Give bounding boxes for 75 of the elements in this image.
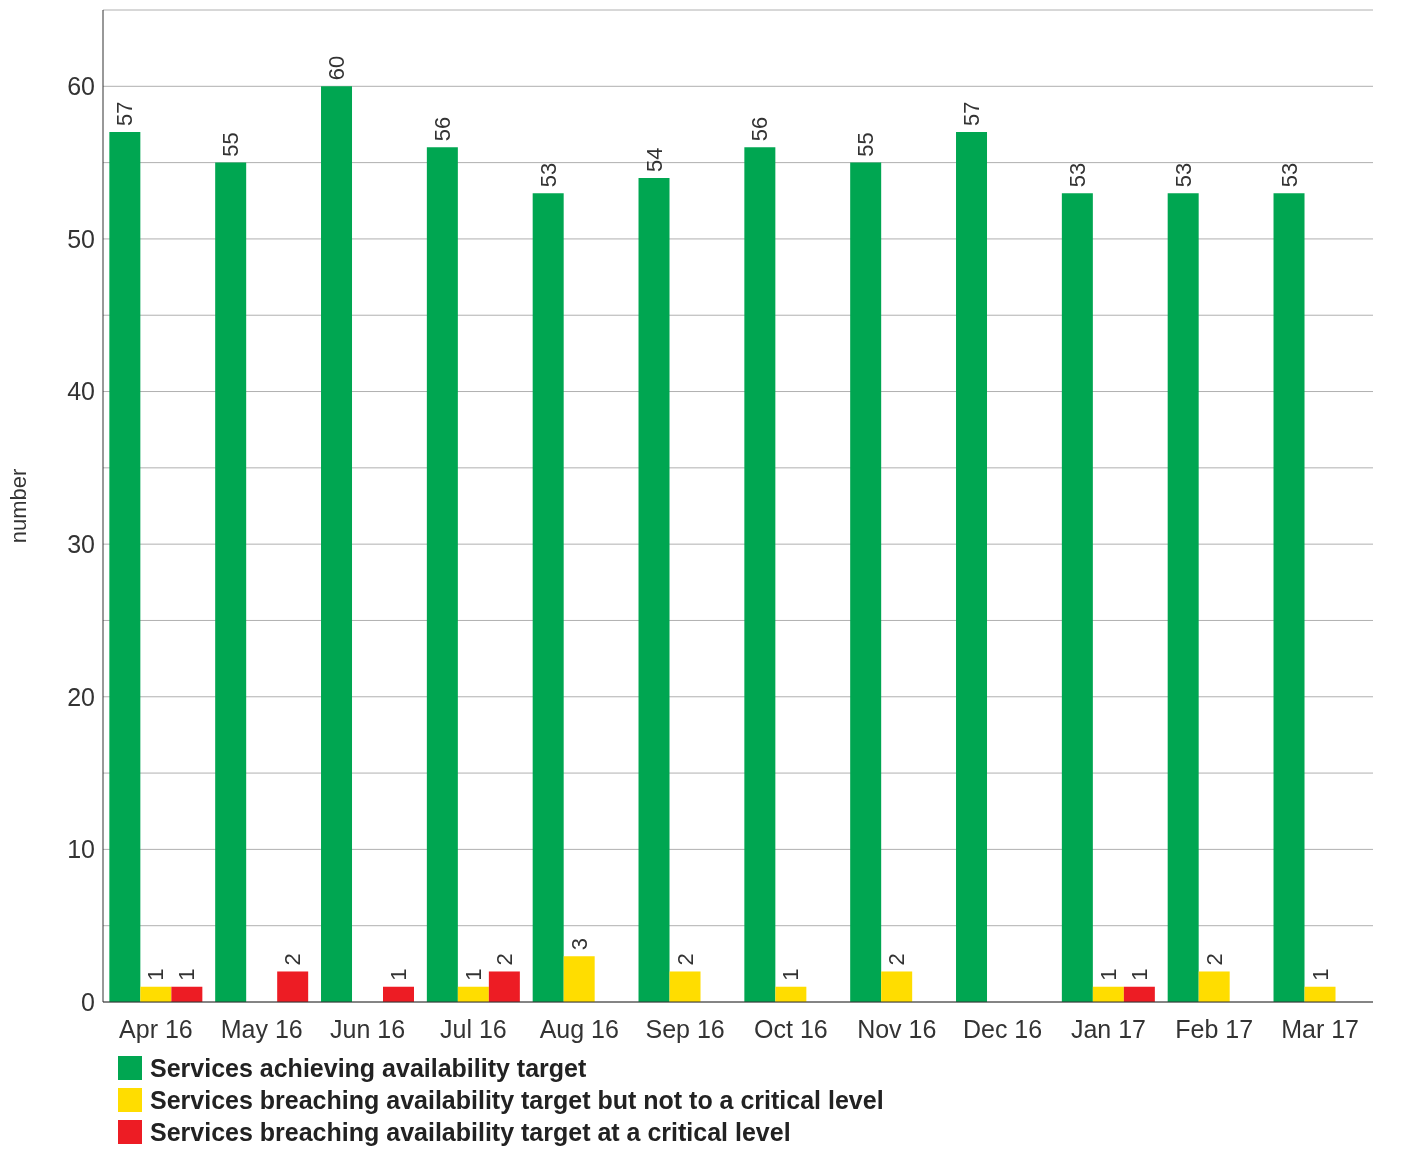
data-label: 57 — [959, 101, 985, 127]
data-label: 55 — [218, 132, 244, 157]
data-label: 53 — [535, 162, 561, 188]
bar — [1092, 986, 1124, 1002]
bar — [383, 986, 415, 1002]
y-tick-label: 50 — [67, 224, 95, 253]
x-tick-label: Jun 16 — [330, 1014, 406, 1043]
bar — [1198, 971, 1230, 1002]
bar — [744, 147, 776, 1002]
x-tick-label: Sep 16 — [645, 1014, 725, 1043]
data-label: 56 — [429, 116, 455, 142]
x-tick-label: Dec 16 — [962, 1014, 1043, 1043]
bar — [638, 177, 670, 1002]
bar — [277, 971, 309, 1002]
bar — [1167, 193, 1199, 1002]
data-label: 2 — [280, 953, 306, 966]
data-label: 1 — [778, 968, 804, 981]
bar — [488, 971, 520, 1002]
x-tick-label: Jan 17 — [1070, 1014, 1146, 1043]
bar — [426, 147, 458, 1002]
data-label: 2 — [491, 953, 517, 966]
bar — [215, 162, 247, 1002]
data-label: 56 — [747, 116, 773, 142]
y-tick-label: 10 — [67, 835, 95, 864]
data-label: 1 — [460, 968, 486, 981]
bar — [775, 986, 807, 1002]
legend-label: Services breaching availability target at a critical level — [150, 1117, 791, 1147]
bar — [1123, 986, 1155, 1002]
bar — [563, 956, 595, 1002]
bar — [140, 986, 172, 1002]
data-label: 1 — [386, 968, 412, 981]
data-label: 1 — [143, 968, 169, 981]
y-tick-label: 20 — [67, 682, 95, 711]
x-tick-label: Mar 17 — [1281, 1014, 1359, 1043]
data-label: 53 — [1276, 162, 1302, 188]
x-tick-label: Feb 17 — [1175, 1014, 1254, 1043]
bar — [1061, 193, 1093, 1002]
legend-label: Services breaching availability target but not to a critical level — [150, 1085, 884, 1115]
x-tick-label: Oct 16 — [754, 1014, 828, 1043]
bar — [1304, 986, 1336, 1002]
x-tick-label: Nov 16 — [857, 1014, 937, 1043]
y-tick-label: 30 — [67, 530, 95, 559]
bar — [850, 162, 882, 1002]
data-label: 1 — [1307, 968, 1333, 981]
x-tick-label: Jul 16 — [440, 1014, 507, 1043]
bar — [321, 86, 353, 1002]
bar — [532, 193, 564, 1002]
data-label: 54 — [641, 147, 667, 172]
x-tick-label: May 16 — [220, 1014, 303, 1043]
data-label: 2 — [672, 953, 698, 966]
data-label: 3 — [566, 937, 592, 951]
bar — [881, 971, 913, 1002]
bar — [956, 132, 988, 1002]
legend-label: Services achieving availability target — [150, 1053, 587, 1083]
data-label: 53 — [1170, 162, 1196, 188]
x-tick-label: Apr 16 — [119, 1014, 193, 1043]
y-axis-title: number — [5, 468, 31, 544]
bar — [669, 971, 701, 1002]
bar — [109, 132, 141, 1002]
y-tick-label: 0 — [81, 987, 95, 1016]
y-tick-label: 60 — [67, 72, 95, 101]
data-label: 1 — [174, 968, 200, 981]
x-tick-label: Aug 16 — [539, 1014, 619, 1043]
data-label: 55 — [853, 132, 879, 157]
data-label: 1 — [1095, 968, 1121, 981]
data-label: 2 — [884, 953, 910, 966]
bar — [457, 986, 489, 1002]
y-tick-label: 40 — [67, 377, 95, 406]
data-label: 57 — [112, 101, 138, 127]
data-label: 2 — [1201, 953, 1227, 966]
data-label: 60 — [324, 55, 350, 81]
data-label: 1 — [1126, 968, 1152, 981]
bar — [1273, 193, 1305, 1002]
data-label: 53 — [1064, 162, 1090, 188]
bar — [171, 986, 203, 1002]
